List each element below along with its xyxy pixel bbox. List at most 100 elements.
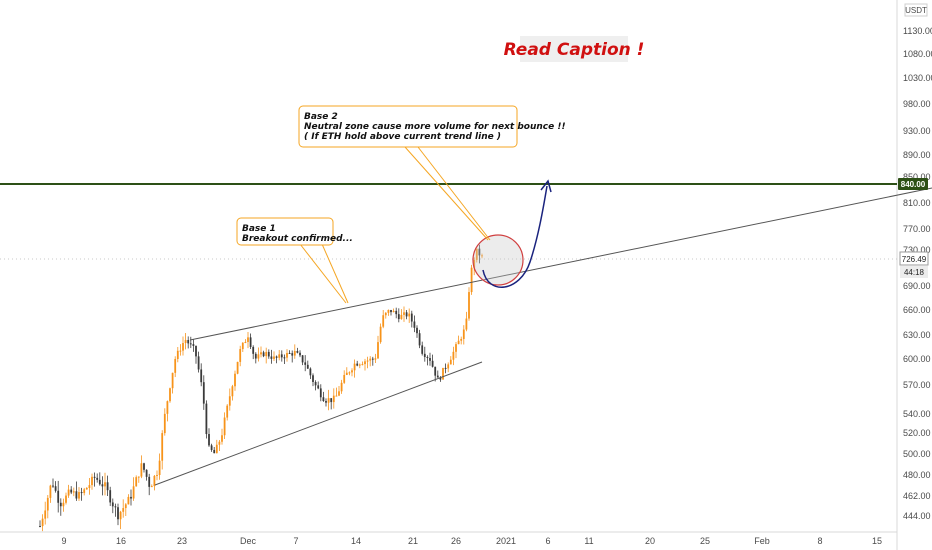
candle-body <box>481 255 483 257</box>
candle-body <box>286 352 288 358</box>
candle-body <box>260 352 262 355</box>
candle-body <box>332 395 335 403</box>
candle-body <box>377 342 379 359</box>
candle-body <box>374 358 377 360</box>
candle-body <box>460 338 463 341</box>
price-tick-label: 660.00 <box>903 305 931 315</box>
candle-body <box>114 506 117 508</box>
base1-connector-2 <box>321 243 349 304</box>
candle-body <box>257 354 260 359</box>
candle-body <box>52 485 54 487</box>
candle-body <box>400 314 403 320</box>
time-tick-label: 21 <box>408 536 418 546</box>
candle-body <box>171 372 174 389</box>
projection-arrowhead-icon <box>540 179 552 193</box>
candle-body <box>182 343 184 351</box>
candle-body <box>413 321 416 328</box>
candle-body <box>273 356 275 359</box>
candle-body <box>106 482 109 491</box>
candle-body <box>174 358 177 373</box>
candle-body <box>117 507 119 520</box>
price-tick-label: 500.00 <box>903 449 931 459</box>
candle-body <box>390 309 392 313</box>
candle-body <box>148 476 151 487</box>
candle-body <box>468 292 470 319</box>
currency-badge: USDT <box>904 3 928 17</box>
candle-body <box>293 351 296 356</box>
candle-body <box>215 444 218 454</box>
price-tick-label: 770.00 <box>903 224 931 234</box>
candle-body <box>306 364 309 369</box>
candle-body <box>335 395 338 397</box>
countdown-label: 44:18 <box>904 268 925 277</box>
price-tick-label: 730.00 <box>903 245 931 255</box>
candle-body <box>49 485 52 498</box>
candle-body <box>187 339 190 344</box>
time-tick-label: 11 <box>584 536 593 546</box>
countdown-tag: 44:18 <box>900 266 928 278</box>
time-tick-label: 16 <box>116 536 126 546</box>
time-tick-label: 26 <box>451 536 461 546</box>
candle-body <box>319 388 322 398</box>
candle-body <box>158 460 161 476</box>
candle-body <box>327 398 330 403</box>
lower-trend-line <box>154 361 483 486</box>
candle-body <box>371 358 374 360</box>
candle-body <box>127 496 130 505</box>
base1-note: Base 1 Breakout confirmed... <box>236 217 353 246</box>
candle-body <box>85 488 88 490</box>
candle-body <box>304 362 307 365</box>
candle-body <box>59 502 62 507</box>
candle-body <box>54 486 57 491</box>
candle-body <box>345 372 348 375</box>
candle-body <box>369 358 372 361</box>
candle-body <box>423 353 426 357</box>
candle-body <box>408 313 411 317</box>
candle-body <box>455 344 457 352</box>
price-tick-label: 890.00 <box>903 150 931 160</box>
price-tick-label: 630.00 <box>903 330 931 340</box>
candle-body <box>267 351 270 357</box>
base1-title: Base 1 <box>242 224 276 234</box>
candle-body <box>244 341 247 343</box>
candle-body <box>109 490 112 503</box>
base2-connector-2 <box>417 146 491 241</box>
candle-body <box>340 382 343 392</box>
current-price-tag: 726.49 <box>899 251 929 266</box>
candle-body <box>291 353 294 356</box>
time-tick-label: 9 <box>61 536 66 546</box>
candle-body <box>137 476 140 478</box>
price-tick-label: 810.00 <box>903 198 931 208</box>
candle-body <box>421 345 424 354</box>
candle-body <box>301 355 304 363</box>
base1-connector <box>299 243 347 304</box>
price-ticks: 444.00 462.00 480.00 500.00 520.00 540.00 570.… <box>903 26 932 521</box>
candle-body <box>299 352 301 356</box>
candle-body <box>348 372 351 374</box>
base1-line-1: Breakout confirmed... <box>242 234 353 244</box>
candle-body <box>93 476 96 478</box>
candle-body <box>475 248 478 260</box>
candle-body <box>132 486 135 499</box>
neutral-zone-circle <box>472 234 524 286</box>
candle-body <box>426 356 429 359</box>
price-tick-label: 480.00 <box>903 470 931 480</box>
candle-body <box>312 375 314 382</box>
candle-body <box>465 318 468 330</box>
candle-body <box>416 327 418 334</box>
candle-body <box>358 364 361 366</box>
resistance-price-label: 840.00 <box>901 180 926 189</box>
price-tick-label: 1080.00 <box>903 49 932 59</box>
candle-body <box>314 381 317 386</box>
candle-body <box>189 343 192 345</box>
candle-body <box>275 356 278 358</box>
candle-body <box>205 403 208 435</box>
candle-body <box>247 337 249 342</box>
time-tick-label: 6 <box>545 536 550 546</box>
candle-body <box>343 374 346 383</box>
time-tick-label: 23 <box>177 536 187 546</box>
candle-body <box>78 492 80 499</box>
candle-body <box>356 363 359 366</box>
candle-body <box>379 326 382 343</box>
